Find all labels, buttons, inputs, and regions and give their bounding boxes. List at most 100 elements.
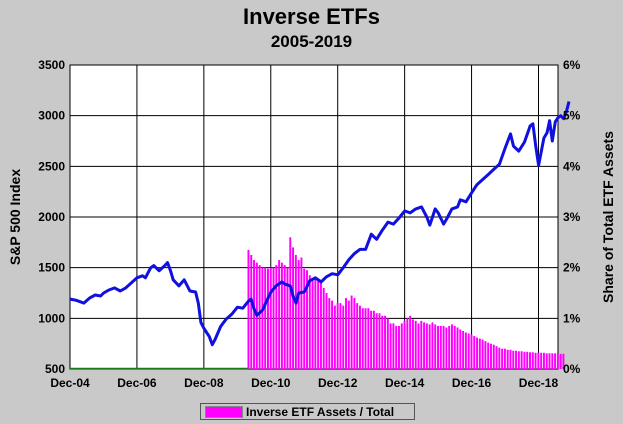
bar [448, 325, 451, 369]
bar [358, 305, 361, 369]
y-tick-label-right: 0% [563, 362, 581, 376]
bar [261, 267, 264, 369]
y-tick-label-left: 500 [45, 362, 65, 376]
bar [322, 287, 325, 369]
bar [434, 324, 437, 369]
bar [266, 268, 269, 369]
bar [398, 325, 400, 369]
y-axis-label-right: Share of Total ETF Assets [600, 131, 616, 303]
bar [492, 344, 495, 369]
bar [487, 342, 490, 369]
x-tick-label: Dec-08 [184, 376, 224, 390]
bar [506, 349, 509, 369]
line-series [69, 101, 571, 347]
y-tick-label-left: 1000 [38, 311, 65, 325]
bar [356, 303, 359, 369]
bar [445, 327, 448, 369]
bar [534, 352, 537, 369]
x-tick-label: Dec-06 [117, 376, 157, 390]
x-tick-label: Dec-14 [385, 376, 425, 390]
chart-subtitle: 2005-2019 [270, 32, 353, 51]
bar [478, 338, 481, 369]
bar [551, 353, 554, 369]
bar [258, 265, 261, 369]
bar [490, 343, 492, 369]
bar [473, 336, 476, 369]
bar [367, 308, 370, 369]
bar [484, 341, 487, 369]
bar [526, 351, 529, 369]
bar [529, 352, 531, 369]
bar [411, 319, 414, 369]
bar [501, 348, 504, 369]
bar [409, 315, 412, 369]
bar [372, 310, 375, 369]
sp500-line [69, 101, 571, 347]
bar [459, 329, 462, 369]
bar [456, 327, 459, 369]
bar [420, 320, 423, 369]
bar [515, 350, 518, 369]
bar [370, 310, 373, 369]
bar [464, 332, 467, 369]
y-tick-label-left: 3000 [38, 109, 65, 123]
axes: 500 1000 1500 2000 2500 3000 3500 0% 1% 2% 3% 4% 5% 6… [38, 58, 580, 390]
y-tick-label-right: 1% [563, 311, 581, 325]
bar [297, 260, 300, 369]
bar [294, 255, 297, 369]
bar [378, 313, 381, 369]
bar [250, 255, 253, 369]
bar [289, 237, 292, 369]
bar [470, 334, 473, 369]
bar [286, 267, 289, 369]
y-tick-label-right: 2% [563, 261, 581, 275]
bar [545, 353, 548, 369]
bar [283, 265, 286, 369]
bar [414, 320, 417, 369]
bar [392, 323, 395, 369]
bar [303, 268, 306, 369]
bar [253, 260, 256, 369]
bar [361, 308, 364, 369]
bar [381, 315, 384, 369]
bar [350, 295, 353, 369]
bar [450, 324, 453, 369]
bar [275, 265, 278, 369]
bar [353, 298, 356, 369]
bar [384, 315, 387, 369]
y-tick-label-right: 6% [563, 58, 581, 72]
bar [498, 347, 501, 369]
bar [328, 298, 331, 369]
bar [403, 320, 406, 369]
y-axis-label-left: S&P 500 Index [7, 169, 23, 265]
bar [325, 293, 328, 369]
bar [554, 353, 557, 369]
bar [453, 325, 456, 369]
chart-title: Inverse ETFs [243, 4, 380, 29]
bar [531, 352, 534, 369]
bar [556, 353, 559, 369]
bar [386, 318, 389, 369]
bar [417, 323, 420, 369]
bar [339, 303, 342, 369]
bar [389, 323, 392, 369]
bar [442, 325, 445, 369]
bar [559, 353, 562, 369]
bar [345, 298, 348, 369]
bar [278, 260, 281, 369]
bar [537, 352, 540, 369]
bar [481, 339, 484, 369]
bar [509, 349, 512, 369]
y-tick-label-left: 3500 [38, 58, 65, 72]
bar [462, 331, 465, 369]
bar [431, 322, 434, 369]
bar [467, 333, 470, 369]
y-tick-label-right: 5% [563, 109, 581, 123]
bar [311, 280, 314, 369]
x-tick-label: Dec-16 [452, 376, 492, 390]
y-tick-label-right: 3% [563, 210, 581, 224]
bar [272, 267, 275, 369]
bar [520, 351, 523, 369]
bar [336, 303, 339, 369]
bar [292, 247, 295, 369]
